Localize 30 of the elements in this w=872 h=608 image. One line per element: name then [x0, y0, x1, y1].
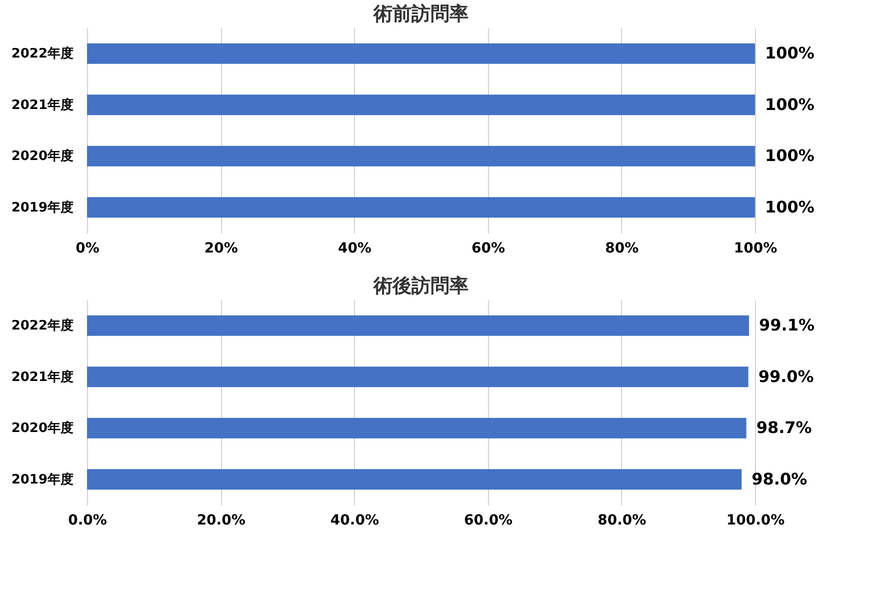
data-label: 99.0%	[758, 366, 814, 386]
y-tick-label: 2022年度	[11, 318, 74, 334]
data-label: 100%	[765, 44, 814, 63]
x-tick-label: 100%	[734, 240, 778, 256]
y-tick-label: 2022年度	[11, 46, 74, 62]
data-label: 98.0%	[752, 469, 808, 488]
chart-title: 術後訪問率	[372, 275, 468, 297]
x-tick-label: 0.0%	[68, 512, 107, 528]
data-label: 100%	[765, 94, 814, 114]
x-tick-label: 80%	[605, 240, 639, 256]
y-tick-label: 2019年度	[11, 471, 74, 488]
y-tick-label: 2019年度	[11, 199, 74, 216]
x-tick-label: 100.0%	[726, 512, 785, 528]
x-tick-label: 0%	[76, 240, 100, 256]
chart-title: 術前訪問率	[372, 3, 468, 25]
y-tick-label: 2021年度	[11, 368, 74, 385]
y-tick-label: 2021年度	[11, 96, 74, 113]
x-tick-label: 80.0%	[598, 512, 646, 528]
x-tick-label: 60.0%	[464, 512, 513, 528]
y-tick-label: 2020年度	[11, 148, 74, 164]
x-tick-label: 40.0%	[330, 512, 379, 528]
x-tick-label: 60%	[472, 240, 506, 256]
x-tick-label: 20.0%	[196, 512, 246, 528]
y-tick-label: 2020年度	[11, 420, 74, 436]
data-label: 98.7%	[756, 418, 812, 438]
x-tick-label: 40%	[338, 240, 372, 256]
data-label: 100%	[765, 197, 814, 216]
data-label: 99.1%	[758, 316, 815, 335]
data-label: 100%	[765, 146, 814, 166]
x-tick-label: 20%	[204, 240, 238, 256]
